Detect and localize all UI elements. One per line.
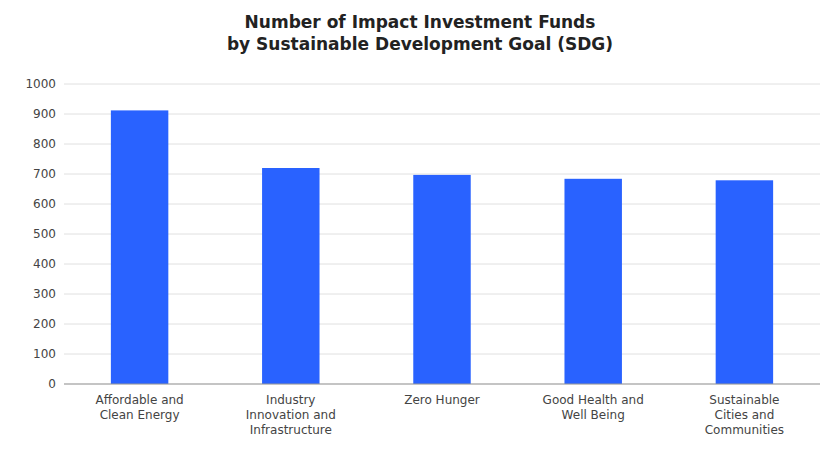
text-line: Communities [705,423,784,437]
chart-container: Number of Impact Investment Fundsby Sust… [0,0,840,472]
bar [111,110,168,384]
text-line: Affordable and [95,393,183,407]
title: Number of Impact Investment Fundsby Sust… [227,12,613,54]
x-tick-label: Affordable andClean Energy [95,393,183,422]
x-tick-label: Zero Hunger [404,393,480,407]
chart: Number of Impact Investment Fundsby Sust… [0,0,840,472]
background [0,0,840,472]
text-line: Innovation and [246,408,336,422]
text-line: Good Health and [543,393,644,407]
text-line: Infrastructure [250,423,332,437]
grid-line [64,384,820,385]
grid-line [64,174,820,175]
bars [111,110,773,384]
x-axis: Affordable andClean Energy IndustryInnova… [64,384,820,437]
text-line: Sustainable [709,393,779,407]
y-tick-label: 100 [33,347,56,361]
text-line: by Sustainable Development Goal (SDG) [227,34,613,54]
text-line: Well Being [562,408,625,422]
y-tick-label: 800 [33,137,56,151]
x-tick-label: IndustryInnovation andInfrastructure [246,393,336,437]
x-tick-label: SustainableCities andCommunities [705,393,784,437]
grid [64,84,820,384]
bar [716,180,773,384]
text-line: Zero Hunger [404,393,480,407]
y-tick-label: 900 [33,107,56,121]
y-tick-label: 0 [48,377,56,391]
y-tick-label: 1000 [25,77,56,91]
grid-line [64,84,820,85]
text-line: Industry [266,393,315,407]
y-tick-label: 300 [33,287,56,301]
y-tick-label: 500 [33,227,56,241]
text-line: Number of Impact Investment Funds [245,12,596,32]
y-tick-label: 600 [33,197,56,211]
y-tick-label: 700 [33,167,56,181]
bar [413,175,470,384]
text-line: Cities and [715,408,775,422]
x-tick-label: Good Health andWell Being [543,393,644,422]
bar [564,179,621,384]
text-line: Clean Energy [100,408,180,422]
y-tick-label: 200 [33,317,56,331]
y-tick-label: 400 [33,257,56,271]
y-axis: 0 100 200 300 400 500 600 700 800 900 1000 [25,77,56,391]
grid-line [64,144,820,145]
bar [262,168,319,384]
grid-line [64,114,820,115]
x-axis-line [64,384,820,385]
